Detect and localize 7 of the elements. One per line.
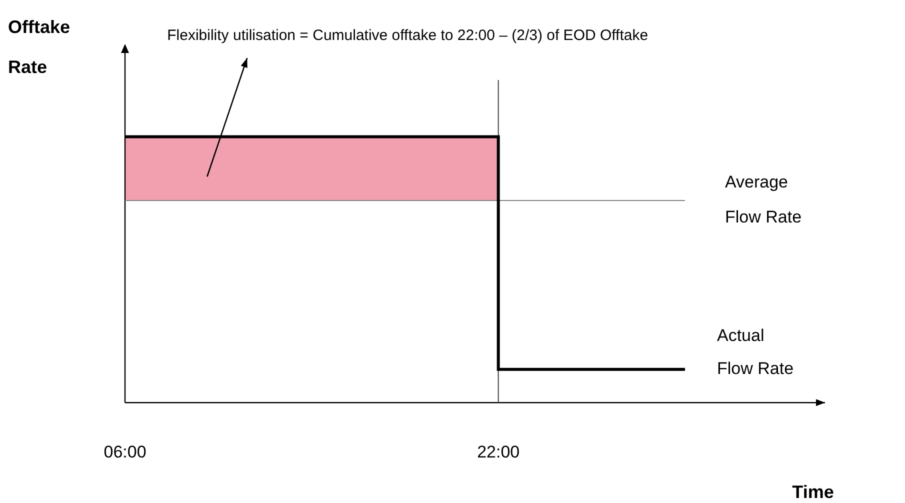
ref-line-label: Average Flow Rate (725, 172, 802, 227)
x-tick-label: 22:00 (477, 442, 520, 462)
x-axis-title: Time (792, 482, 834, 502)
series-label: Actual Flow Rate (717, 326, 794, 378)
text: Flexibility utilisation = Cumulative offtake to 22:00 – (2/3) of EOD Offtake (167, 27, 648, 44)
x-tick-label: 06:00 (104, 442, 146, 462)
y-axis-title: Offtake Rate (8, 16, 70, 77)
